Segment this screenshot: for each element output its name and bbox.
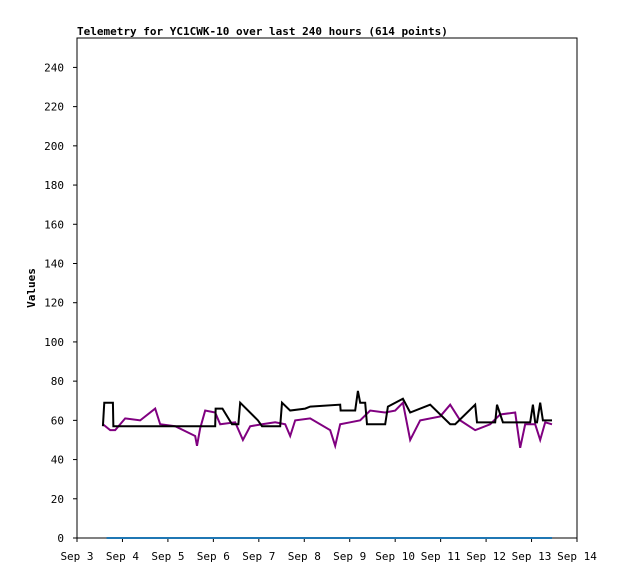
x-tick-label: Sep 12	[466, 550, 506, 563]
x-tick-label: Sep 6	[197, 550, 230, 563]
series-line	[101, 390, 552, 428]
x-tick-label: Sep 7	[242, 550, 275, 563]
y-tick-label: 60	[51, 414, 64, 427]
y-tick-label: 20	[51, 493, 64, 506]
y-tick-label: 180	[44, 179, 64, 192]
y-tick-label: 200	[44, 140, 64, 153]
y-tick-label: 40	[51, 454, 64, 467]
y-tick-label: 0	[57, 532, 64, 545]
x-tick-label: Sep 4	[106, 550, 139, 563]
x-tick-label: Sep 11	[421, 550, 461, 563]
plot-frame	[76, 37, 578, 539]
y-tick-label: 100	[44, 336, 64, 349]
y-tick-label: 120	[44, 297, 64, 310]
series-line	[102, 400, 553, 450]
y-axis-label: Values	[25, 268, 38, 308]
x-tick-label: Sep 14	[557, 550, 597, 563]
x-tick-label: Sep 8	[288, 550, 321, 563]
x-tick-label: Sep 5	[151, 550, 184, 563]
y-tick-label: 80	[51, 375, 64, 388]
x-tick-label: Sep 13	[512, 550, 552, 563]
x-tick-label: Sep 3	[60, 550, 93, 563]
y-tick-label: 140	[44, 257, 64, 270]
y-tick-label: 160	[44, 218, 64, 231]
y-tick-label: 220	[44, 101, 64, 114]
x-tick-label: Sep 9	[333, 550, 366, 563]
chart-title: Telemetry for YC1CWK-10 over last 240 ho…	[77, 25, 448, 38]
y-tick-label: 240	[44, 61, 64, 74]
x-tick-label: Sep 10	[375, 550, 415, 563]
